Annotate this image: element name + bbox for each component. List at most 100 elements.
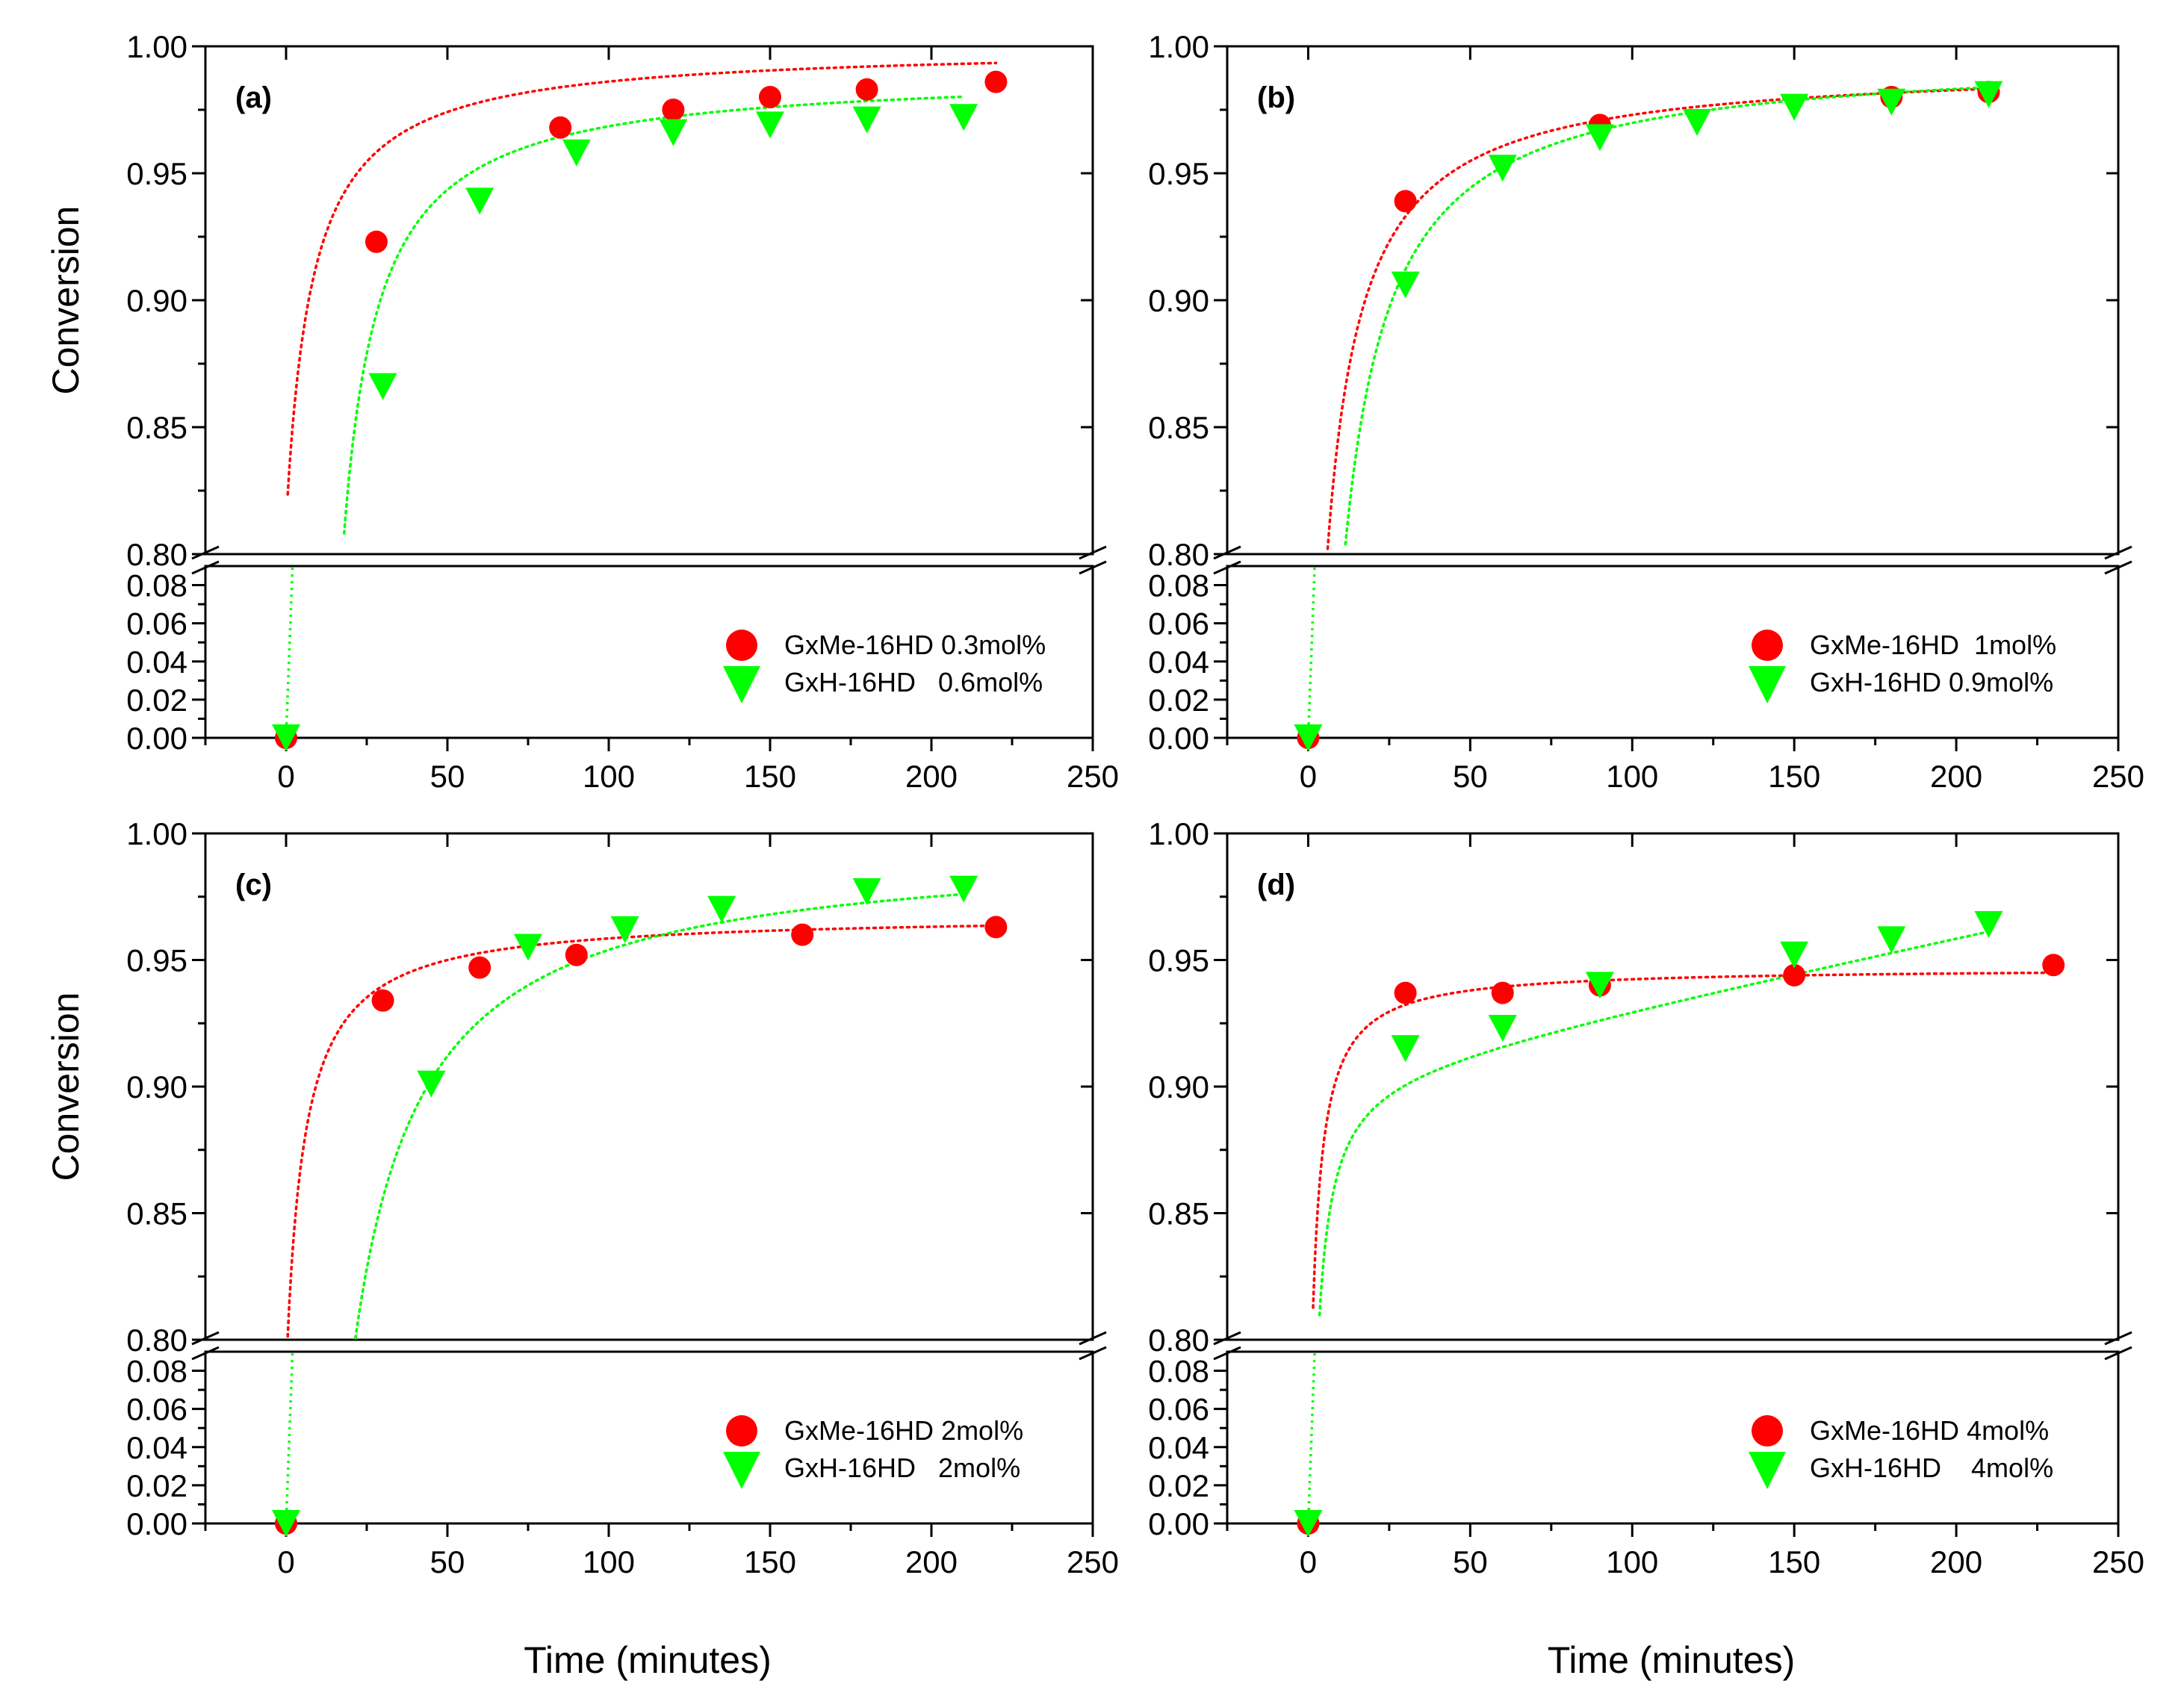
data-point-circle: [984, 70, 1008, 93]
data-point-triangle: [368, 373, 397, 400]
y-tick-label: 0.90: [126, 1069, 187, 1105]
x-tick-label: 150: [1768, 1544, 1820, 1579]
x-tick-label: 250: [1067, 759, 1119, 794]
y-tick-label: 1.00: [1148, 816, 1209, 851]
legend: GxMe-16HD 2mol% GxH-16HD 2mol%: [723, 1415, 1023, 1489]
y-tick-label: 0.08: [126, 1354, 187, 1389]
legend-label: GxH-16HD 0.9mol%: [1810, 667, 2053, 698]
x-tick-label: 0: [277, 1544, 294, 1579]
data-point-circle: [1394, 981, 1417, 1004]
legend-triangle-marker: [723, 1452, 760, 1489]
x-tick-label: 50: [430, 1544, 465, 1579]
lower-axes-frame: [1226, 1350, 2120, 1525]
axis-break-mark: [1079, 560, 1107, 575]
legend-label: GxH-16HD 4mol%: [1810, 1453, 2053, 1483]
axis-break-mark: [1079, 1346, 1107, 1361]
data-point-circle: [759, 86, 781, 108]
y-tick-label: 0.00: [1148, 721, 1209, 756]
x-tick-label: 200: [1930, 1544, 1982, 1579]
legend-label: GxMe-16HD 4mol%: [1810, 1415, 2049, 1446]
y-tick-label: 0.95: [1148, 943, 1209, 978]
y-tick-label: 0.08: [1148, 1354, 1209, 1389]
y-tick-label: 0.06: [126, 1392, 187, 1427]
y-tick-label: 0.95: [126, 943, 187, 978]
axis-break-mark: [1213, 545, 1241, 560]
fit-curve-green: [1318, 930, 1991, 1317]
lower-axes-frame: [204, 1350, 1094, 1525]
data-point-triangle: [272, 724, 300, 751]
data-point-triangle: [1488, 1015, 1517, 1043]
data-point-circle: [1783, 963, 1806, 987]
y-tick-label: 0.04: [1148, 1430, 1209, 1465]
axis-break-mark: [191, 560, 220, 575]
x-tick-label: 250: [2092, 759, 2144, 794]
data-point-circle: [2042, 954, 2065, 977]
y-tick-label: 0.90: [1148, 283, 1209, 318]
axis-break-mark: [2104, 545, 2132, 560]
data-point-triangle: [562, 139, 591, 167]
fit-curve-green: [354, 892, 965, 1340]
y-tick-label: 0.80: [126, 1323, 187, 1358]
data-point-circle: [371, 989, 394, 1012]
panel-label: (d): [1257, 869, 1295, 901]
data-point-triangle: [610, 916, 639, 943]
y-tick-label: 0.02: [1148, 683, 1209, 718]
data-point-triangle: [1974, 911, 2003, 939]
chart-panel-a: 0 50 100 150 200 2500.800.850.900.951.000.000…: [45, 29, 1119, 794]
fit-curve-rise: [285, 1351, 294, 1524]
axis-break-mark: [1079, 1331, 1107, 1346]
data-point-circle: [364, 230, 388, 253]
x-tick-label: 50: [1453, 1544, 1488, 1579]
data-point-circle: [1491, 981, 1514, 1004]
panel-label: (c): [235, 869, 272, 901]
chart-panel-c: 0 50 100 150 200 2500.800.850.900.951.000.000…: [45, 816, 1119, 1681]
legend-circle-marker: [726, 1415, 757, 1447]
data-point-triangle: [1391, 271, 1420, 299]
data-point-circle: [1394, 190, 1417, 213]
y-tick-label: 0.08: [126, 568, 187, 603]
x-tick-label: 100: [1606, 1544, 1658, 1579]
axis-break-mark: [1079, 545, 1107, 560]
legend: GxMe-16HD 1mol% GxH-16HD 0.9mol%: [1749, 630, 2056, 703]
y-tick-label: 0.02: [126, 1468, 187, 1503]
data-point-triangle: [1780, 93, 1809, 121]
axis-break-gap: [1212, 556, 2133, 564]
x-tick-label: 0: [1300, 1544, 1317, 1579]
x-axis-title: Time (minutes): [1548, 1639, 1796, 1681]
legend-triangle-marker: [723, 666, 760, 703]
data-point-circle: [984, 916, 1008, 939]
axis-break-mark: [2104, 560, 2132, 575]
axis-break-mark: [1213, 560, 1241, 575]
data-point-triangle: [1974, 81, 2003, 108]
data-point-triangle: [852, 877, 881, 905]
y-tick-label: 0.90: [1148, 1069, 1209, 1105]
x-tick-label: 100: [1606, 759, 1658, 794]
axis-break-gap: [190, 556, 1108, 564]
axis-break-mark: [1213, 1331, 1241, 1346]
legend-label: GxH-16HD 0.6mol%: [784, 667, 1043, 698]
legend-triangle-marker: [1749, 666, 1786, 703]
data-point-triangle: [1585, 124, 1614, 152]
data-point-triangle: [1780, 941, 1809, 969]
data-point-circle: [791, 923, 814, 946]
panel-label: (a): [235, 81, 272, 114]
chart-panel-d: 0 50 100 150 200 2500.800.850.900.951.000.000…: [1148, 816, 2144, 1681]
y-tick-label: 1.00: [126, 816, 187, 851]
fit-curve-red: [1312, 971, 2055, 1309]
legend: GxMe-16HD 4mol% GxH-16HD 4mol%: [1749, 1415, 2053, 1489]
lower-axes-frame: [1226, 565, 2120, 739]
y-tick-label: 0.06: [126, 606, 187, 641]
y-axis-title: Conversion: [45, 992, 87, 1181]
x-tick-label: 0: [277, 759, 294, 794]
legend-circle-marker: [1752, 1415, 1783, 1447]
y-tick-label: 0.04: [126, 1430, 187, 1465]
y-tick-label: 0.85: [126, 1196, 187, 1231]
upper-axes-frame: [1226, 832, 2120, 1341]
fit-curve-red: [286, 61, 998, 496]
data-point-triangle: [1877, 926, 1906, 954]
legend: GxMe-16HD 0.3mol% GxH-16HD 0.6mol%: [723, 630, 1046, 703]
legend-label: GxMe-16HD 0.3mol%: [784, 630, 1046, 660]
data-point-circle: [549, 116, 572, 139]
legend-circle-marker: [726, 630, 757, 661]
